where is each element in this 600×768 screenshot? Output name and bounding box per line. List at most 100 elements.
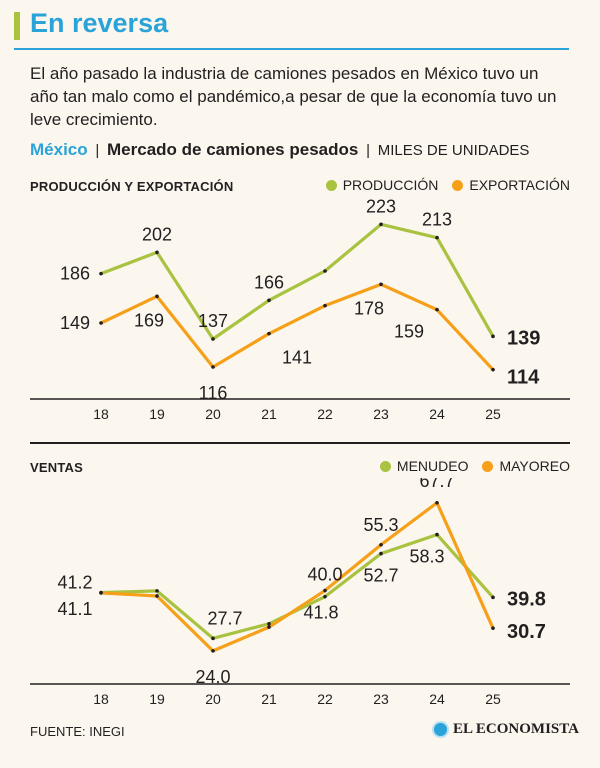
source-note: FUENTE: INEGI: [30, 724, 125, 739]
x-tick-label: 20: [205, 406, 221, 422]
series-line-exportación: [99, 282, 495, 372]
data-point: [435, 307, 439, 312]
data-point: [267, 298, 271, 303]
data-point: [323, 269, 327, 273]
data-label: 39.8: [507, 588, 546, 610]
data-point: [211, 337, 215, 341]
data-point: [267, 625, 271, 629]
data-label: 41.1: [57, 599, 92, 619]
legend-item-produccion: PRODUCCIÓN: [325, 177, 439, 193]
data-point: [155, 589, 159, 593]
x-tick-label: 23: [373, 406, 389, 422]
legend-item-exportacion: EXPORTACIÓN: [452, 177, 570, 193]
data-label: 27.7: [207, 608, 242, 628]
series-line-producción: [99, 222, 495, 341]
data-label: 149: [60, 313, 90, 333]
data-point: [435, 500, 439, 505]
chart1-legend: PRODUCCIÓN EXPORTACIÓN: [312, 177, 570, 193]
legend-swatch: [325, 179, 337, 191]
legend-label: MENUDEO: [396, 458, 469, 474]
data-label: 178: [354, 298, 384, 318]
data-label: 52.7: [363, 566, 398, 586]
data-point: [155, 594, 159, 598]
chart1-title: PRODUCCIÓN Y EXPORTACIÓN: [30, 179, 234, 194]
data-label: 137: [198, 311, 228, 331]
data-label: 41.2: [57, 573, 92, 593]
data-point: [435, 532, 439, 537]
x-tick-label: 18: [93, 691, 109, 707]
data-label: 24.0: [195, 667, 230, 687]
data-label: 159: [394, 322, 424, 342]
data-point: [323, 594, 327, 599]
legend-item-menudeo: MENUDEO: [379, 458, 469, 474]
data-point: [211, 649, 215, 653]
brand-icon: [432, 721, 449, 738]
legend-item-mayoreo: MAYOREO: [482, 458, 570, 474]
data-label: 58.3: [409, 547, 444, 567]
data-label: 55.3: [363, 515, 398, 535]
subhead-separator: |: [366, 142, 370, 159]
x-tick-label: 22: [317, 691, 333, 707]
chart2-title: VENTAS: [30, 460, 83, 475]
data-label: 139: [507, 327, 540, 349]
data-label: 67.7: [419, 478, 454, 491]
data-point: [491, 367, 495, 372]
x-tick-label: 24: [429, 406, 445, 422]
data-point: [491, 334, 495, 339]
data-label: 223: [366, 196, 396, 216]
data-point: [491, 595, 495, 600]
x-tick-label: 24: [429, 691, 445, 707]
units-label: MILES DE UNIDADES: [377, 142, 530, 159]
data-label: 141: [282, 348, 312, 368]
data-point: [379, 222, 383, 227]
data-label: 213: [422, 210, 452, 230]
data-point: [323, 303, 327, 308]
subhead-separator: |: [95, 142, 100, 159]
x-tick-label: 19: [149, 691, 165, 707]
data-label: 40.0: [307, 565, 342, 585]
legend-label: MAYOREO: [499, 458, 570, 474]
data-label: 186: [60, 264, 90, 284]
legend-label: PRODUCCIÓN: [342, 177, 439, 193]
data-point: [155, 250, 159, 255]
x-tick-label: 22: [317, 406, 333, 422]
series-line-mayoreo: [99, 501, 495, 653]
data-point: [211, 365, 215, 369]
data-label: 169: [134, 310, 164, 330]
legend-label: EXPORTACIÓN: [469, 177, 570, 193]
x-tick-label: 21: [261, 406, 277, 422]
x-tick-label: 21: [261, 691, 277, 707]
data-point: [99, 271, 103, 276]
legend-swatch: [482, 460, 494, 472]
data-point: [491, 626, 495, 630]
data-point: [211, 636, 215, 641]
chart-subhead: México | Mercado de camiones pesados | M…: [30, 140, 529, 160]
data-label: 166: [254, 272, 284, 292]
data-label: 202: [142, 224, 172, 244]
data-point: [379, 551, 383, 556]
data-point: [379, 542, 383, 547]
x-tick-label: 25: [485, 691, 501, 707]
brand-logo: EL ECONOMISTA: [432, 721, 579, 738]
legend-swatch: [379, 460, 391, 472]
chart-ventas: 18 19 20 21 22 23 24 25 41.2 27.7 40.0 52.7 58.3 39.8…: [30, 478, 570, 707]
data-point: [267, 331, 271, 336]
data-label: 116: [199, 383, 228, 403]
data-point: [435, 235, 439, 240]
title-accent-bar: [14, 12, 20, 40]
market-label: Mercado de camiones pesados: [107, 140, 359, 159]
chart2-legend: MENUDEO MAYOREO: [366, 458, 570, 474]
section-divider: [30, 442, 570, 444]
data-point: [99, 321, 103, 325]
data-point: [99, 591, 103, 595]
x-tick-label: 19: [149, 406, 165, 422]
intro-text: El año pasado la industria de camiones p…: [30, 64, 557, 129]
data-label: 41.8: [303, 603, 338, 623]
legend-swatch: [452, 179, 464, 191]
data-point: [155, 294, 159, 299]
country-label: México: [30, 140, 88, 159]
x-tick-label: 18: [93, 406, 109, 422]
title-rule: [14, 48, 569, 50]
data-label: 30.7: [507, 621, 546, 643]
data-point: [323, 588, 327, 593]
